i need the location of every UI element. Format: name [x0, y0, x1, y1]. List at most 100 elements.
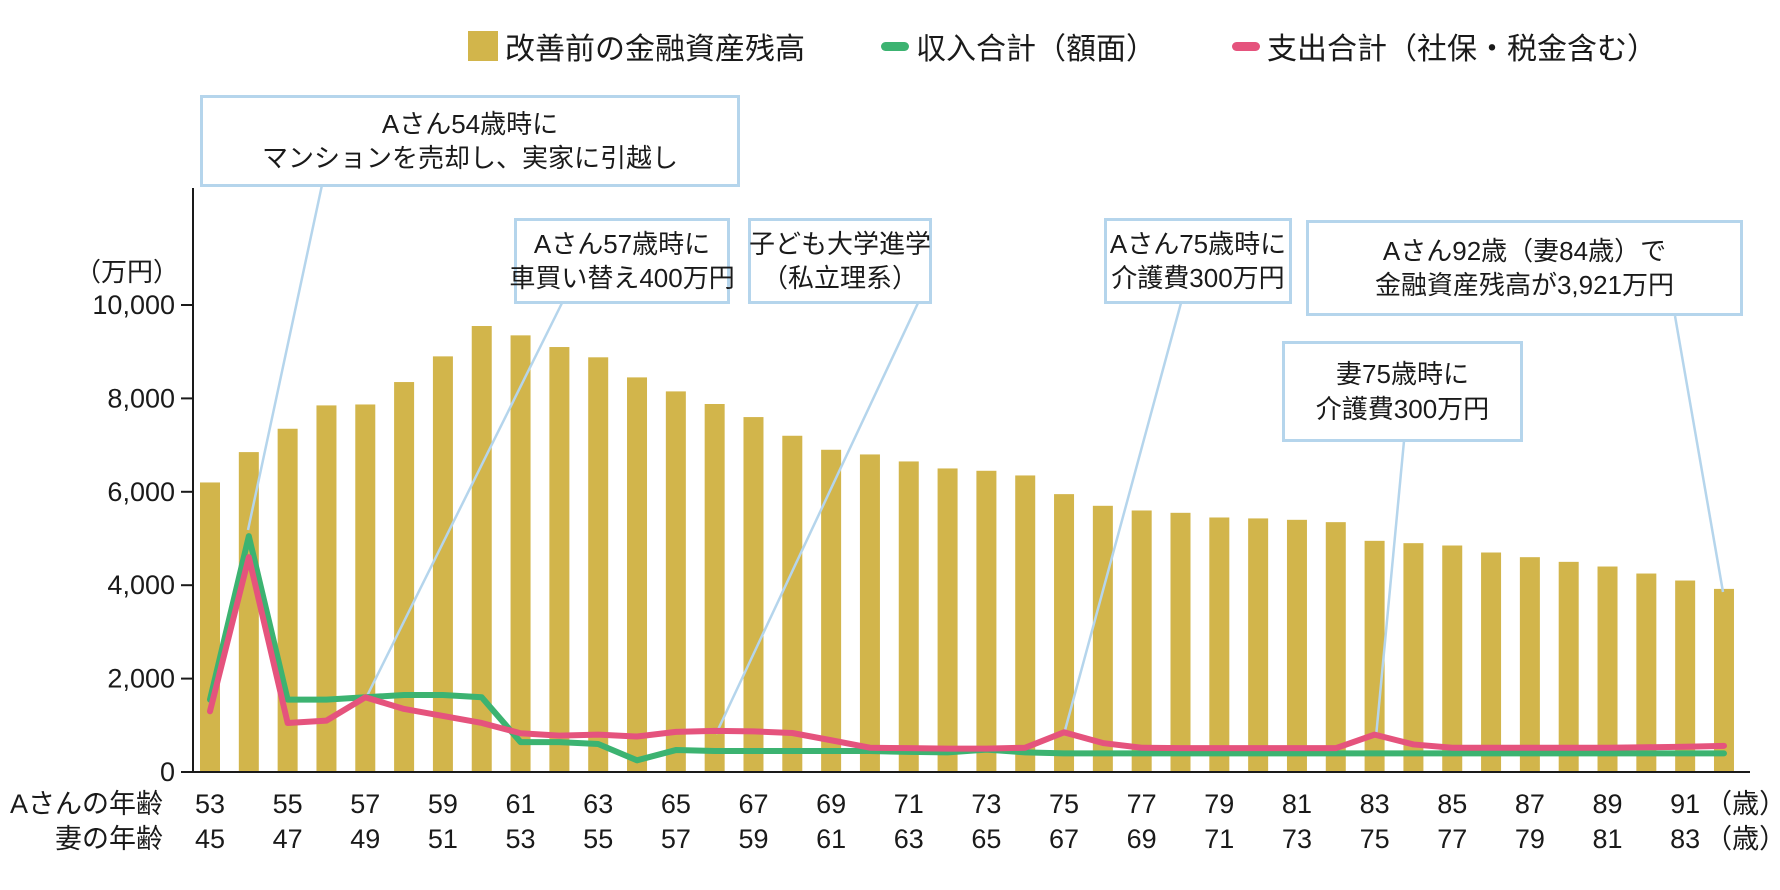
age-a-label: 57 [350, 789, 380, 819]
age-a-label: 69 [816, 789, 846, 819]
bar [937, 468, 958, 772]
annotation-line: Aさん54歳時に [381, 108, 559, 139]
annotation-line: マンションを売却し、実家に引越し [261, 143, 678, 173]
age-a-label: 63 [583, 789, 613, 819]
bar [588, 357, 609, 772]
age-wife-label: 79 [1515, 824, 1545, 854]
bar [1092, 505, 1113, 772]
annotation-leader-line [364, 302, 564, 699]
bar [510, 335, 531, 772]
annotation-car-replacement: Aさん57歳時に 車買い替え400万円 [509, 218, 735, 304]
bar [1558, 561, 1579, 772]
annotation-final-balance: Aさん92歳（妻84歳）で 金融資産残高が3,921万円 [1306, 220, 1743, 316]
bar [1325, 522, 1346, 772]
bar [821, 449, 842, 772]
age-a-label: 55 [273, 789, 303, 819]
annotation-care-cost-wife75: 妻75歳時に 介護費300万円 [1282, 341, 1523, 442]
age-a-label: 91 [1670, 789, 1700, 819]
bar [743, 417, 764, 772]
annotation-line: Aさん92歳（妻84歳）で [1382, 235, 1667, 266]
annotation-line: 介護費300万円 [1111, 263, 1285, 293]
bar [1481, 552, 1502, 772]
bar [1636, 573, 1657, 772]
age-wife-label: 77 [1437, 824, 1467, 854]
legend-label-expense: 支出合計（社保・税金含む） [1267, 33, 1657, 66]
bar [976, 470, 997, 772]
bar [1131, 510, 1152, 772]
legend-label-balance: 改善前の金融資産残高 [505, 33, 805, 66]
legend-item-expense: 支出合計（社保・税金含む） [1232, 24, 1657, 68]
age-a-label: 89 [1592, 789, 1622, 819]
y-tick-label: 4,000 [107, 570, 175, 600]
annotation-leader-line [1374, 440, 1406, 738]
age-wife-label: 45 [195, 824, 225, 854]
age-wife-label: 61 [816, 824, 846, 854]
bar [471, 326, 492, 772]
expense-line-swatch-icon [1232, 41, 1260, 51]
age-a-label: 67 [738, 789, 768, 819]
bar [238, 452, 259, 772]
y-tick-label: 2,000 [107, 664, 175, 694]
age-a-label: 81 [1282, 789, 1312, 819]
bar [1442, 545, 1463, 772]
bar [1015, 475, 1036, 772]
y-tick-label: 10,000 [92, 290, 175, 320]
bar [1403, 543, 1424, 772]
age-suffix-label: （歳） [1705, 824, 1780, 854]
bar [665, 391, 686, 772]
age-a-label: 73 [971, 789, 1001, 819]
bar [1675, 580, 1696, 772]
bar [898, 461, 919, 772]
age-wife-label: 51 [428, 824, 458, 854]
annotation-line: 金融資産残高が3,921万円 [1374, 270, 1675, 300]
age-wife-label: 53 [506, 824, 536, 854]
legend: 改善前の金融資産残高 収入合計（額面） 支出合計（社保・税金含む） [468, 24, 1657, 68]
bar [1364, 540, 1385, 772]
annotation-care-cost-a75: Aさん75歳時に 介護費300万円 [1104, 218, 1292, 304]
age-a-label: 77 [1127, 789, 1157, 819]
annotation-line: 介護費300万円 [1315, 393, 1490, 424]
y-axis-unit-label: （万円） [75, 257, 179, 287]
bar [1209, 517, 1230, 772]
age-a-label: 79 [1204, 789, 1234, 819]
age-wife-label: 49 [350, 824, 380, 854]
bar [1286, 519, 1307, 772]
age-wife-label: 69 [1127, 824, 1157, 854]
annotation-leader-line [1673, 315, 1725, 593]
annotation-sell-condo: Aさん54歳時に マンションを売却し、実家に引越し [200, 95, 740, 187]
annotation-leader-line [246, 184, 324, 531]
bar [704, 404, 725, 772]
age-wife-label: 67 [1049, 824, 1079, 854]
annotation-line: Aさん75歳時に [1109, 228, 1287, 259]
bar [1597, 566, 1618, 772]
age-suffix-label: （歳） [1705, 789, 1780, 819]
annotation-leader-line [1062, 302, 1183, 735]
annotation-child-university: 子ども大学進学 （私立理系） [748, 218, 932, 304]
bar [1054, 494, 1075, 772]
y-tick-label: 8,000 [107, 383, 175, 413]
bar [1713, 588, 1734, 772]
annotation-line: Aさん57歳時に [533, 228, 711, 259]
age-wife-label: 81 [1592, 824, 1622, 854]
bar [394, 382, 415, 772]
age-a-label: 85 [1437, 789, 1467, 819]
x-axis-row1-label: Aさんの年齢 [10, 789, 163, 819]
bar [316, 405, 337, 772]
bar [1519, 557, 1540, 772]
age-wife-label: 73 [1282, 824, 1312, 854]
bar [355, 404, 376, 772]
age-wife-label: 83 [1670, 824, 1700, 854]
legend-item-balance: 改善前の金融資産残高 [468, 24, 805, 68]
bar [859, 454, 880, 772]
age-a-label: 71 [894, 789, 924, 819]
y-tick-label: 6,000 [107, 477, 175, 507]
age-wife-label: 57 [661, 824, 691, 854]
bar [432, 356, 453, 772]
age-wife-label: 65 [971, 824, 1001, 854]
annotation-line: 車買い替え400万円 [509, 263, 735, 293]
age-a-label: 87 [1515, 789, 1545, 819]
age-a-label: 59 [428, 789, 458, 819]
annotation-line: （私立理系） [761, 263, 918, 293]
